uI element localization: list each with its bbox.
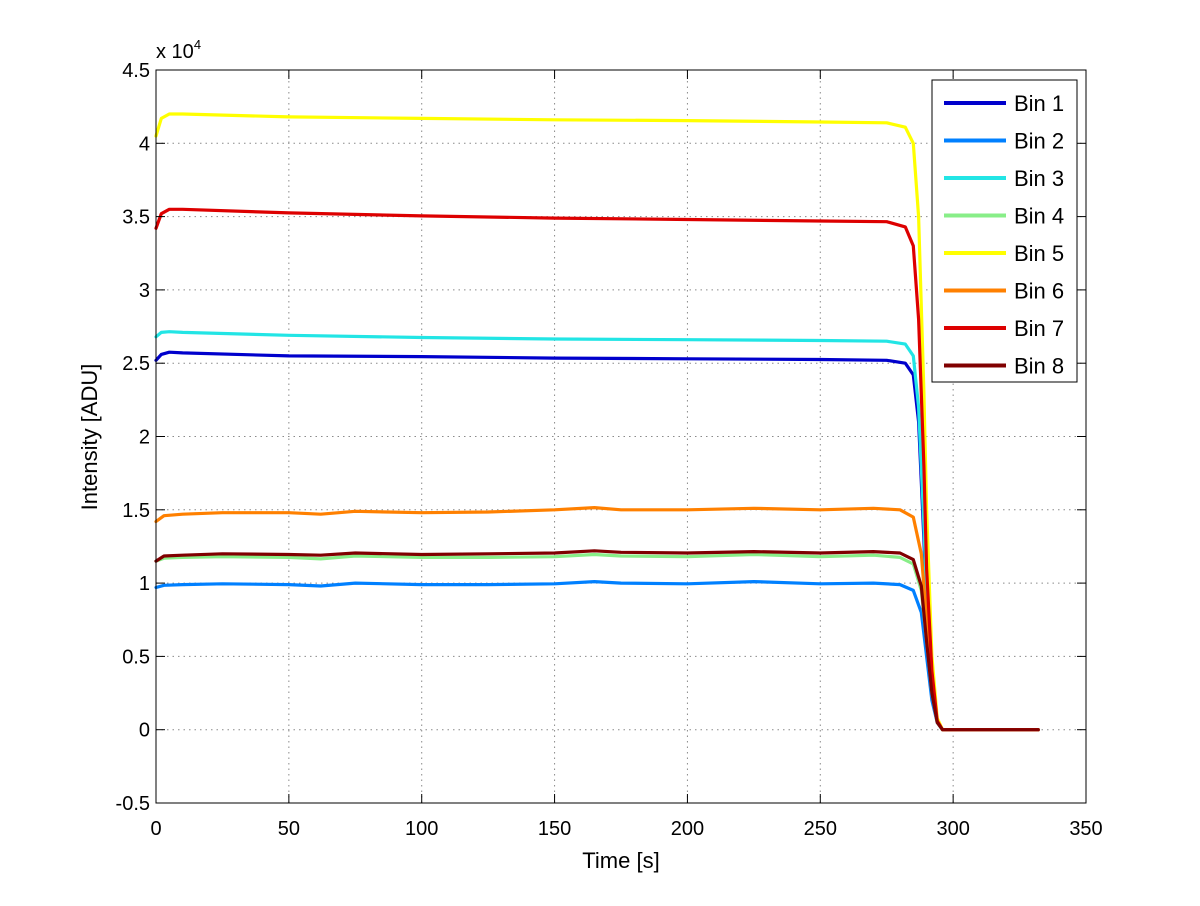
legend-box <box>931 79 1078 383</box>
axis-ticks <box>155 69 1087 804</box>
legend-label-bin-5: Bin 5 <box>1014 241 1064 266</box>
x-tick-label: 150 <box>538 818 571 840</box>
legend-label-bin-8: Bin 8 <box>1014 354 1064 379</box>
y-tick-label: 2 <box>139 427 150 449</box>
y-tick-label: 0.5 <box>122 646 150 668</box>
y-exponent-power: 4 <box>194 37 201 52</box>
legend-label-bin-3: Bin 3 <box>1014 166 1064 191</box>
x-tick-label: 350 <box>1069 818 1102 840</box>
series-line-bin-8 <box>154 549 1040 732</box>
y-tick-label: -0.5 <box>116 793 150 815</box>
x-axis-label: Time [s] <box>582 848 659 873</box>
y-tick-label: 4 <box>139 133 150 155</box>
legend-label-bin-2: Bin 2 <box>1014 129 1064 154</box>
legend-label-bin-4: Bin 4 <box>1014 204 1064 229</box>
y-axis-label: Intensity [ADU] <box>77 364 102 511</box>
y-tick-label: 0 <box>139 720 150 742</box>
y-tick-label: 4.5 <box>122 60 150 82</box>
x-tick-label: 250 <box>804 818 837 840</box>
series-lines <box>154 112 1040 732</box>
x-tick-label: 300 <box>936 818 969 840</box>
x-tick-labels: 0 50 100 150 200 250 300 350 <box>150 818 1102 840</box>
y-tick-labels: -0.5 0 0.5 1 1.5 2 2.5 3 3.5 4 4.5 <box>116 60 150 815</box>
grid <box>156 70 1086 803</box>
legend: Bin 1 Bin 2 Bin 3 Bin 4 Bin 5 Bin 6 Bin 7 Bin 8 <box>931 79 1078 383</box>
y-exponent-base: x 10 <box>156 41 194 63</box>
x-tick-label: 50 <box>278 818 300 840</box>
y-tick-label: 3.5 <box>122 207 150 229</box>
y-tick-label: 2.5 <box>122 353 150 375</box>
y-tick-label: 3 <box>139 280 150 302</box>
legend-label-bin-1: Bin 1 <box>1014 91 1064 116</box>
legend-label-bin-6: Bin 6 <box>1014 279 1064 304</box>
legend-label-bin-7: Bin 7 <box>1014 316 1064 341</box>
legend-items: Bin 1 Bin 2 Bin 3 Bin 4 Bin 5 Bin 6 Bin 7 Bin 8 <box>944 91 1064 379</box>
y-exponent-label: x 104 <box>156 37 201 63</box>
y-tick-label: 1.5 <box>122 500 150 522</box>
y-tick-label: 1 <box>139 573 150 595</box>
x-tick-label: 100 <box>405 818 438 840</box>
x-tick-label: 0 <box>150 818 161 840</box>
x-tick-label: 200 <box>671 818 704 840</box>
